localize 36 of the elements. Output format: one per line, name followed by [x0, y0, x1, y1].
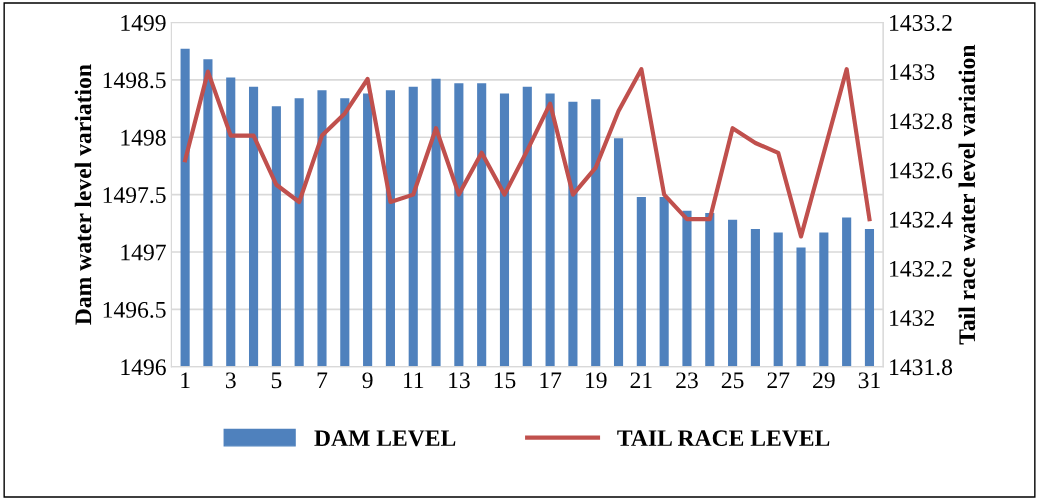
y-tick-label: 1497: [121, 244, 166, 261]
y2-tick-label: 1432.2: [890, 260, 952, 277]
y2-tick-label: 1432.4: [890, 211, 953, 228]
x-tick-label: 19: [586, 372, 607, 389]
x-tick-label: 17: [540, 372, 562, 389]
x-tick-label: 25: [721, 372, 744, 389]
y-tick-label: 1499: [121, 15, 166, 31]
x-tick-label: 13: [449, 372, 470, 389]
y2-tick-label: 1431.8: [890, 359, 953, 376]
y-tick-label: 1498: [121, 129, 166, 146]
x-tick-label: 21: [630, 372, 652, 389]
y-tick-label: 1498.5: [103, 72, 166, 89]
y2-tick-label: 1432: [890, 310, 934, 326]
y-tick-label: 1496.5: [103, 301, 166, 318]
x-tick-label: 5: [271, 372, 282, 389]
x-tick-label: 29: [813, 372, 835, 389]
line-series: [183, 67, 872, 239]
y2-tick-label: 1433.2: [890, 15, 952, 31]
y-axis-title: Dam water level variation: [74, 64, 92, 325]
x-tick-label: 7: [317, 372, 328, 389]
x-tick-label: 15: [494, 372, 516, 389]
y2-tick-label: 1433: [890, 64, 935, 81]
x-tick-label: 3: [225, 372, 236, 389]
y2-tick-label: 1432.8: [890, 113, 953, 130]
legend-label: TAIL RACE LEVEL: [617, 430, 830, 447]
y2-axis-title: Tail race water level variation: [958, 44, 976, 345]
x-tick-label: 9: [362, 372, 373, 389]
y-tick-label: 1497.5: [103, 187, 166, 204]
x-tick-label: 23: [676, 372, 698, 389]
legend-label: DAM LEVEL: [314, 430, 456, 447]
x-tick-label: 27: [767, 372, 790, 389]
x-tick-label: 31: [858, 372, 880, 389]
y2-tick-label: 1432.6: [890, 162, 953, 179]
y-tick-label: 1496: [121, 359, 166, 376]
x-tick-label: 1: [181, 372, 190, 389]
x-tick-label: 11: [403, 372, 424, 389]
